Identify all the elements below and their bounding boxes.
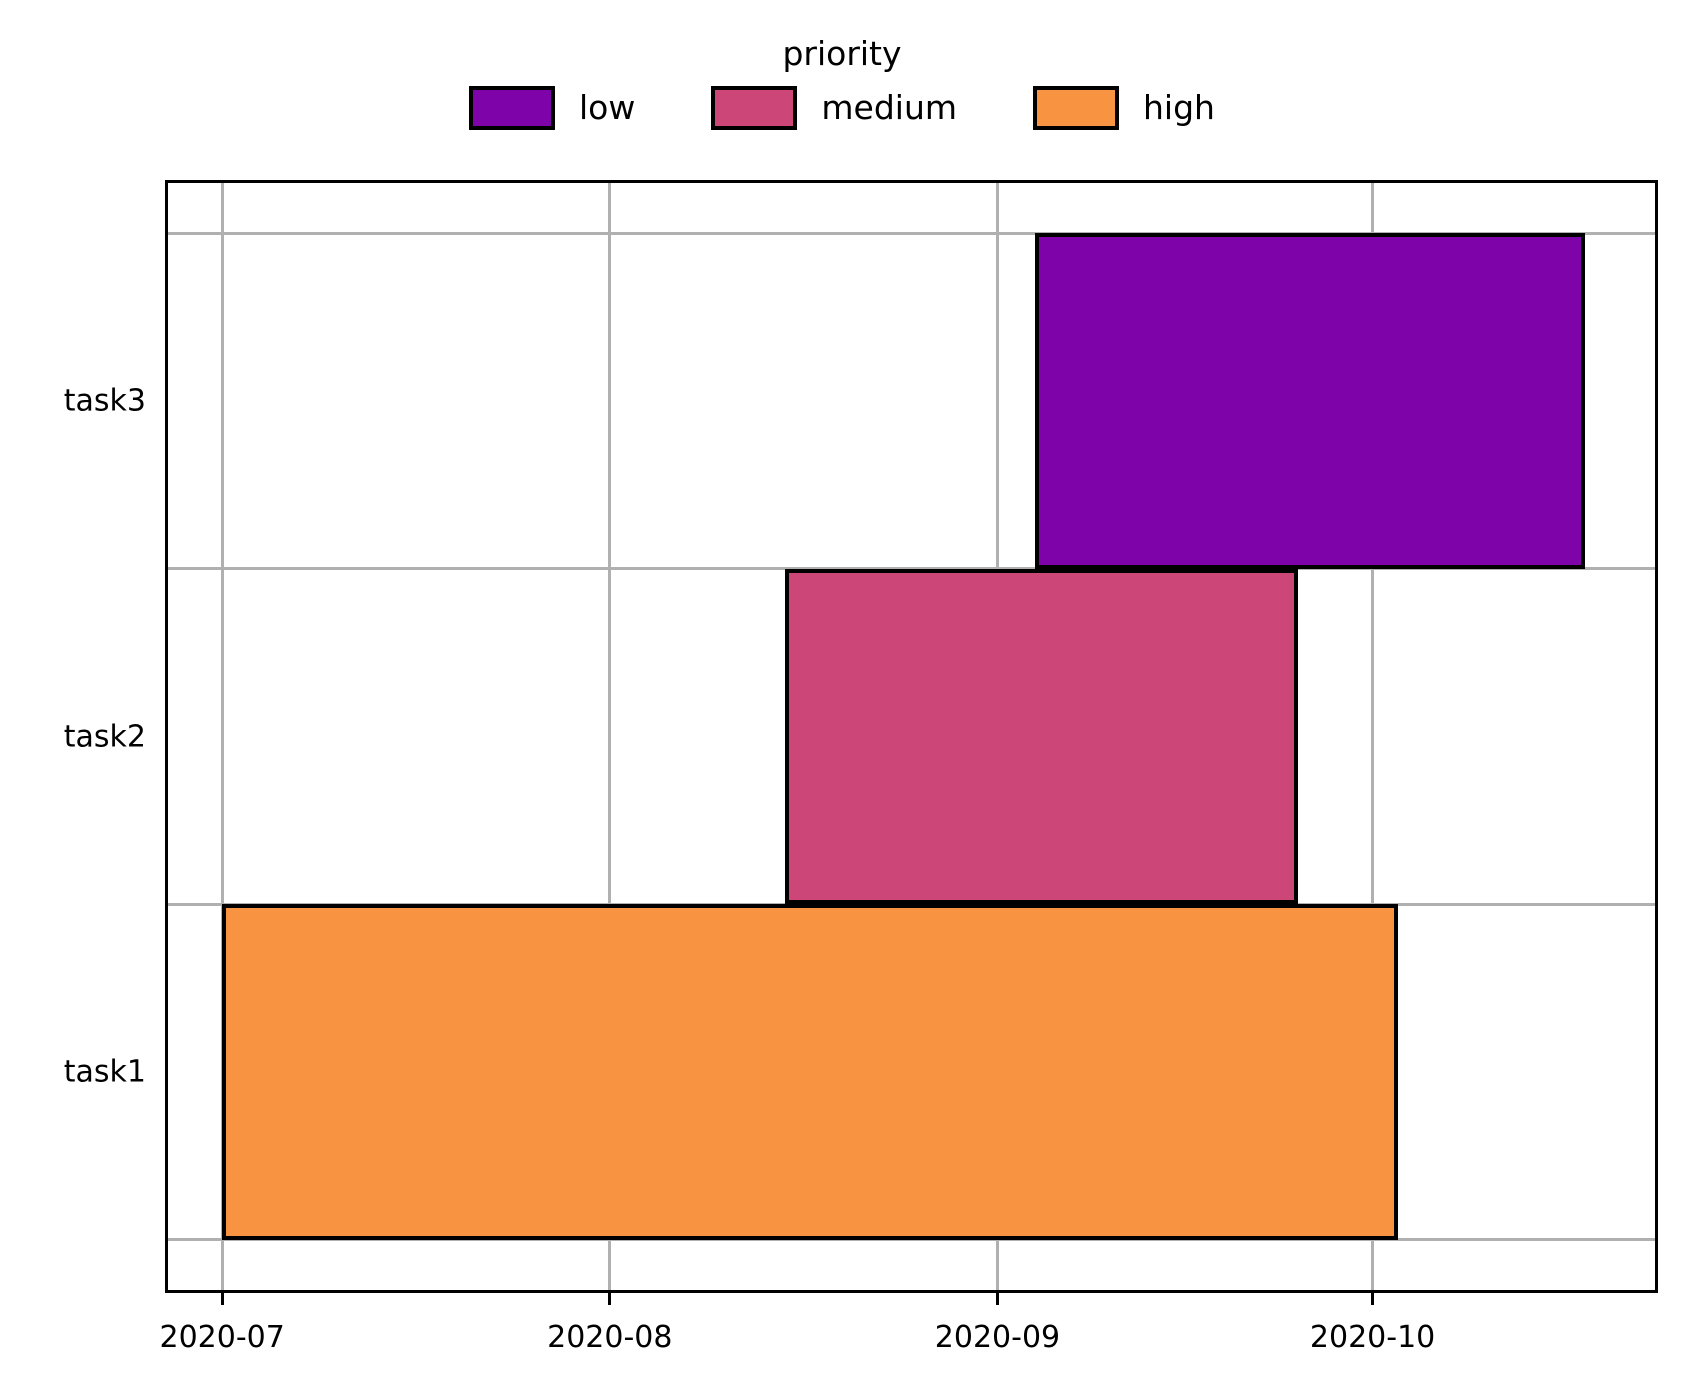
- x-tick: [995, 1290, 999, 1305]
- x-tick: [608, 1290, 612, 1305]
- y-gridline: [168, 1238, 1655, 1242]
- y-tick-label: task1: [63, 1054, 146, 1090]
- gantt-bar-task1: [222, 904, 1398, 1240]
- x-tick-label: 2020-08: [547, 1320, 673, 1355]
- y-gridline: [168, 231, 1655, 235]
- legend-swatch-low-icon: [469, 86, 556, 131]
- legend-entry-high: high: [1033, 86, 1215, 131]
- x-tick-label: 2020-10: [1309, 1320, 1436, 1355]
- x-tick-label: 2020-07: [159, 1320, 285, 1355]
- legend-entry-medium: medium: [711, 86, 958, 131]
- x-gridline: [1371, 183, 1375, 1290]
- x-tick: [1371, 1290, 1375, 1305]
- x-tick: [220, 1290, 224, 1305]
- plot-area: [165, 180, 1658, 1293]
- x-gridline: [608, 183, 612, 1290]
- legend-swatch-high-icon: [1033, 86, 1120, 131]
- x-gridline: [220, 183, 224, 1290]
- gantt-bar-task2: [784, 568, 1298, 905]
- legend-label-low: low: [579, 88, 636, 128]
- legend-label-high: high: [1143, 88, 1215, 128]
- y-tick-label: task2: [63, 719, 146, 754]
- legend: priority low medium high: [0, 34, 1684, 131]
- x-tick-label: 2020-09: [934, 1320, 1061, 1355]
- y-tick-label: task3: [63, 383, 146, 419]
- legend-swatch-medium-icon: [711, 86, 798, 131]
- legend-label-medium: medium: [821, 88, 958, 128]
- legend-title: priority: [782, 34, 902, 73]
- legend-entry-low: low: [469, 86, 636, 131]
- gantt-bar-task3: [1034, 233, 1586, 569]
- legend-entries: low medium high: [469, 86, 1215, 131]
